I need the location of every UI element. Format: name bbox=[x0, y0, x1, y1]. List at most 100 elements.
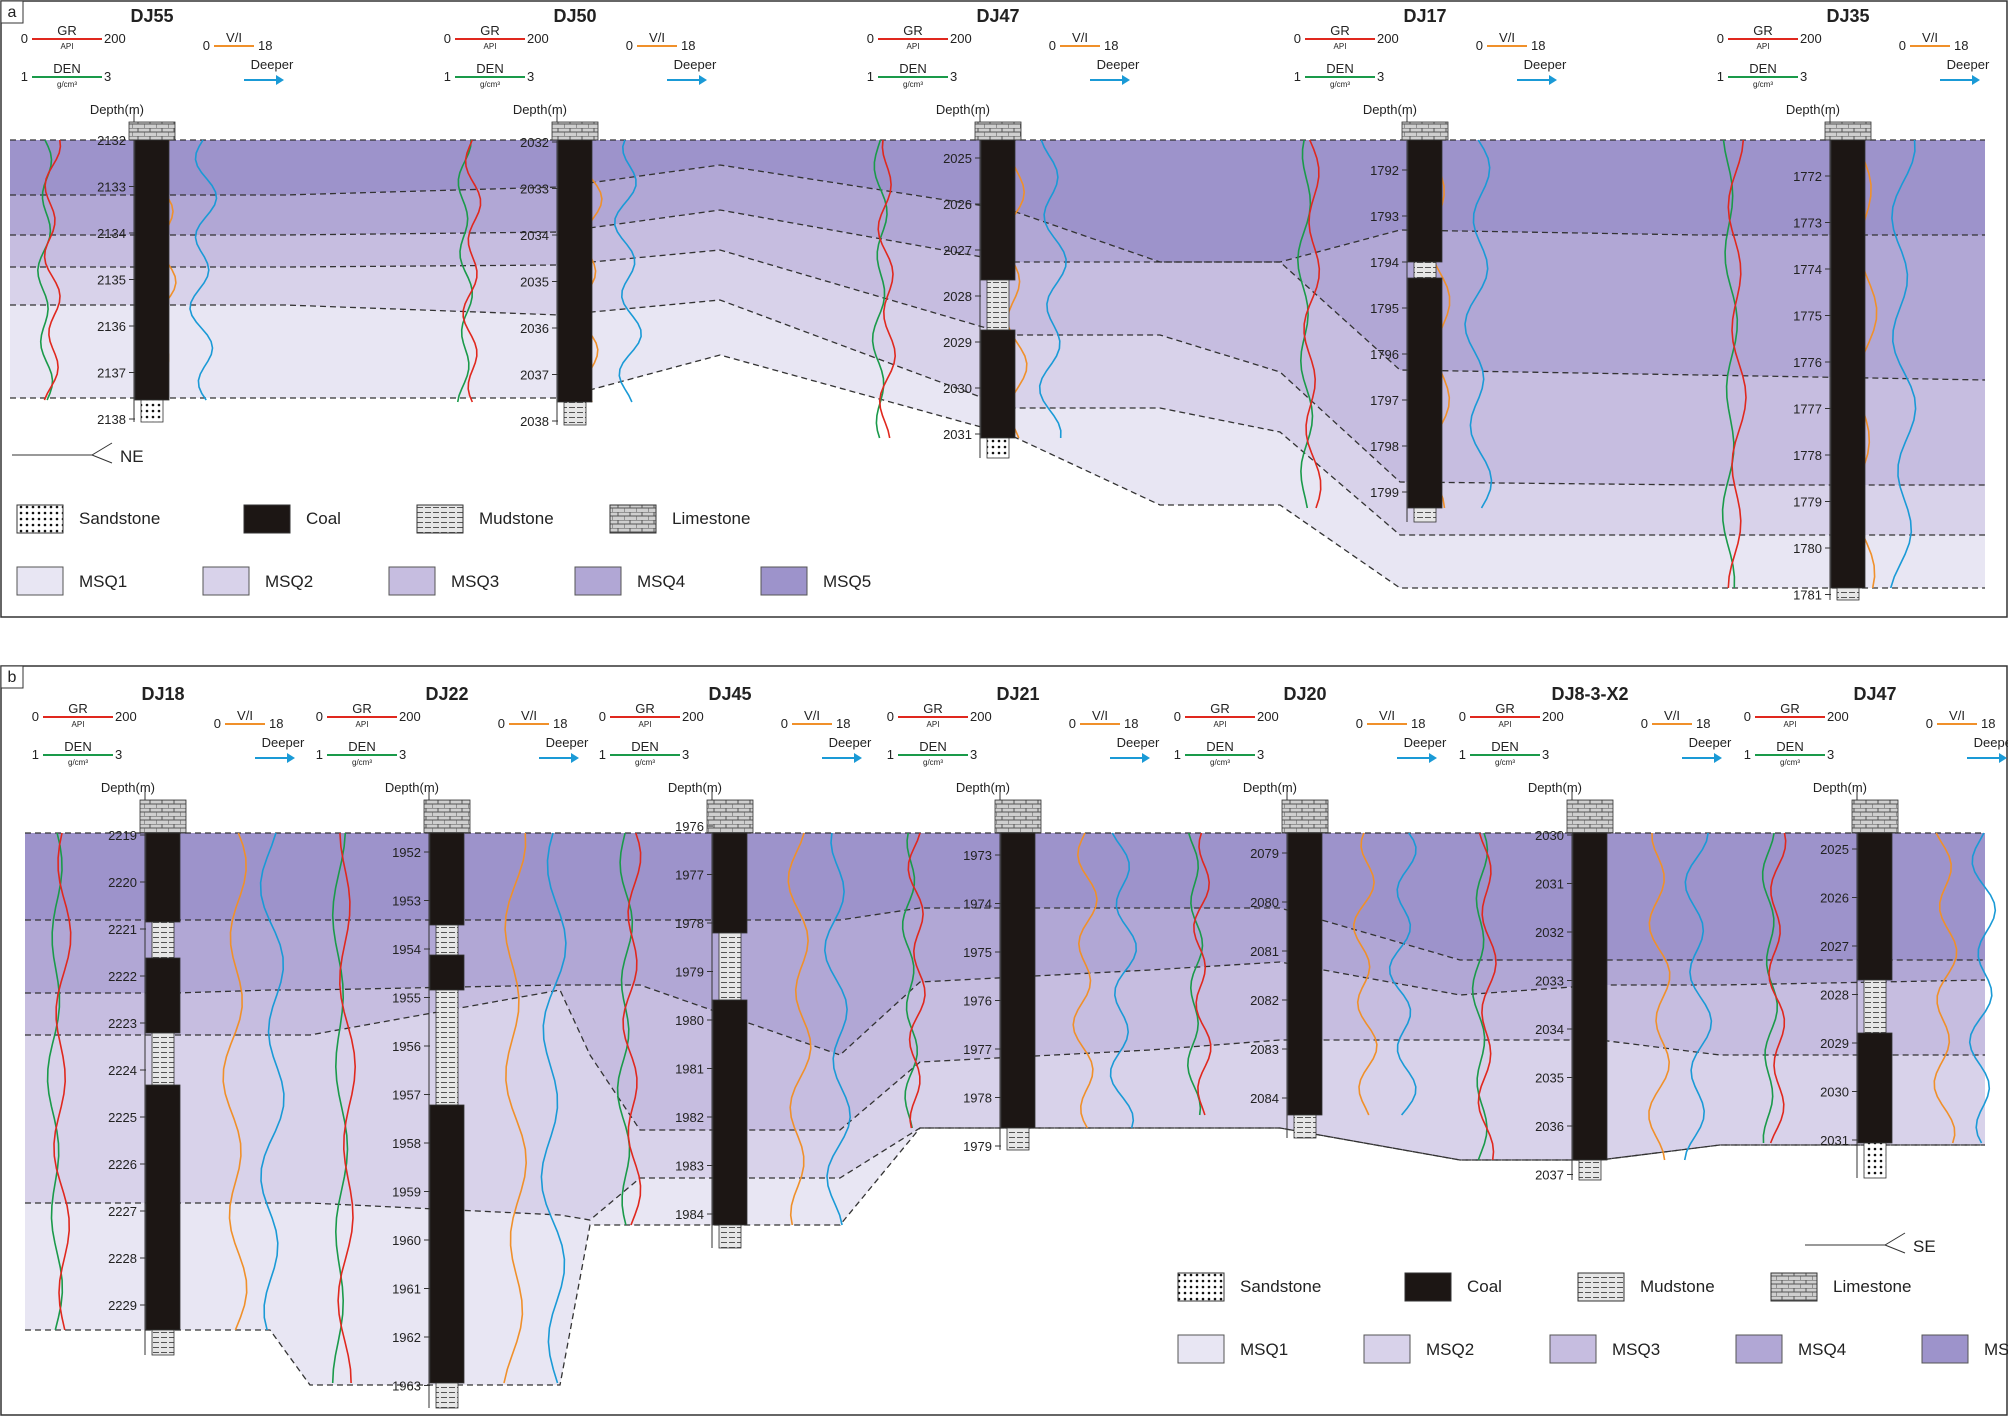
gr-max-label: 200 bbox=[1542, 709, 1564, 724]
depth-label: Depth(m) bbox=[668, 780, 722, 795]
lithology-mud bbox=[1578, 1159, 1602, 1181]
well-name: DJ20 bbox=[1283, 684, 1326, 704]
depth-tick-label: 1956 bbox=[392, 1039, 421, 1054]
depth-tick-label: 1772 bbox=[1793, 169, 1822, 184]
lithology-mud bbox=[718, 1224, 742, 1249]
vi-max-label: 18 bbox=[681, 38, 695, 53]
vi-curve bbox=[1933, 832, 1958, 1144]
vi-max-label: 18 bbox=[1104, 38, 1118, 53]
well-name: DJ35 bbox=[1826, 6, 1869, 26]
depth-label: Depth(m) bbox=[1528, 780, 1582, 795]
legend-swatch-mudstone bbox=[1577, 1272, 1625, 1302]
den-max-label: 3 bbox=[104, 69, 111, 84]
gr-log-curve bbox=[337, 832, 357, 1384]
legend-label-coal: Coal bbox=[306, 509, 341, 528]
den-min-label: 1 bbox=[1174, 747, 1181, 762]
den-log-curve bbox=[901, 832, 919, 1129]
vi-min-label: 0 bbox=[781, 716, 788, 731]
vi-curve bbox=[1072, 832, 1098, 1129]
lithology-coal bbox=[712, 999, 748, 1226]
depth-label: Depth(m) bbox=[1363, 102, 1417, 117]
depth-tick-label: 2025 bbox=[1820, 842, 1849, 857]
depth-tick-label: 2028 bbox=[1820, 988, 1849, 1003]
lithology-lime bbox=[1566, 799, 1614, 834]
depth-tick-label: 2229 bbox=[108, 1298, 137, 1313]
gr-log-curve bbox=[1193, 832, 1212, 1116]
den-max-label: 3 bbox=[682, 747, 689, 762]
deeper-label: Deeper bbox=[1524, 57, 1567, 72]
vi-label: V/I bbox=[237, 708, 253, 723]
vi-deeper-curve bbox=[1683, 832, 1713, 1161]
den-unit: g/cm³ bbox=[1495, 758, 1515, 767]
gr-unit: API bbox=[1214, 720, 1227, 729]
depth-tick-label: 1958 bbox=[392, 1136, 421, 1151]
gr-max-label: 200 bbox=[1800, 31, 1822, 46]
vi-max-label: 18 bbox=[269, 716, 283, 731]
gr-label: GR bbox=[1330, 23, 1350, 38]
sequence-boundary bbox=[25, 907, 1985, 961]
sequence-boundary bbox=[10, 299, 1985, 536]
legend-swatch-coal bbox=[243, 504, 291, 534]
depth-tick-label: 1978 bbox=[963, 1091, 992, 1106]
depth-tick-label: 2135 bbox=[97, 273, 126, 288]
vi-curve bbox=[1352, 832, 1378, 1116]
den-log-curve bbox=[456, 139, 474, 403]
gr-unit: API bbox=[907, 42, 920, 51]
sequence-band-msq4 bbox=[25, 908, 1985, 1055]
gr-min-label: 0 bbox=[32, 709, 39, 724]
lithology-coal bbox=[145, 832, 181, 923]
den-label: DEN bbox=[1206, 739, 1233, 754]
depth-tick-label: 2227 bbox=[108, 1204, 137, 1219]
depth-tick-label: 2219 bbox=[108, 828, 137, 843]
den-unit: g/cm³ bbox=[68, 758, 88, 767]
vi-deeper-curve bbox=[259, 832, 285, 1331]
depth-label: Depth(m) bbox=[90, 102, 144, 117]
deeper-arrowhead bbox=[571, 753, 579, 763]
deeper-label: Deeper bbox=[251, 57, 294, 72]
vi-label: V/I bbox=[1922, 30, 1938, 45]
gr-log-curve bbox=[877, 139, 897, 439]
gr-min-label: 0 bbox=[1459, 709, 1466, 724]
sequence-boundary bbox=[10, 354, 1985, 589]
vi-max-label: 18 bbox=[553, 716, 567, 731]
legend-swatch-limestone bbox=[609, 504, 657, 534]
depth-tick-label: 1977 bbox=[675, 868, 704, 883]
sequence-boundary bbox=[25, 1127, 1985, 1221]
deeper-arrowhead bbox=[1999, 753, 2007, 763]
den-min-label: 1 bbox=[1459, 747, 1466, 762]
direction-label: SE bbox=[1913, 1237, 1936, 1256]
gr-log-curve bbox=[43, 139, 62, 401]
vi-max-label: 18 bbox=[1124, 716, 1138, 731]
depth-tick-label: 1982 bbox=[675, 1110, 704, 1125]
lithology-lime bbox=[1824, 121, 1872, 141]
depth-tick-label: 2081 bbox=[1250, 944, 1279, 959]
gr-max-label: 200 bbox=[115, 709, 137, 724]
well-name: DJ17 bbox=[1403, 6, 1446, 26]
legend-label-msq3: MSQ3 bbox=[451, 572, 499, 591]
depth-tick-label: 2221 bbox=[108, 922, 137, 937]
deeper-label: Deeper bbox=[546, 735, 589, 750]
den-log-curve bbox=[1761, 832, 1779, 1144]
depth-tick-label: 2028 bbox=[943, 289, 972, 304]
gr-label: GR bbox=[1780, 701, 1800, 716]
deeper-label: Deeper bbox=[674, 57, 717, 72]
lithology-mud bbox=[1413, 507, 1437, 523]
depth-tick-label: 1774 bbox=[1793, 262, 1822, 277]
lithology-mud bbox=[1836, 587, 1860, 601]
den-log-curve bbox=[1186, 832, 1204, 1116]
lithology-coal bbox=[1407, 139, 1443, 263]
lithology-lime bbox=[994, 799, 1042, 834]
legend-label-msq3: MSQ3 bbox=[1612, 1340, 1660, 1359]
lithology-sand bbox=[1863, 1142, 1887, 1179]
vi-min-label: 0 bbox=[1899, 38, 1906, 53]
depth-tick-label: 1798 bbox=[1370, 439, 1399, 454]
direction-arrow bbox=[1805, 1232, 1906, 1254]
gr-unit: API bbox=[1499, 720, 1512, 729]
depth-tick-label: 2026 bbox=[1820, 891, 1849, 906]
gr-label: GR bbox=[1495, 701, 1515, 716]
sequence-band-msq1 bbox=[10, 300, 1985, 588]
lithology-coal bbox=[1572, 832, 1608, 1161]
depth-tick-label: 2132 bbox=[97, 133, 126, 148]
vi-label: V/I bbox=[521, 708, 537, 723]
depth-tick-label: 2137 bbox=[97, 366, 126, 381]
